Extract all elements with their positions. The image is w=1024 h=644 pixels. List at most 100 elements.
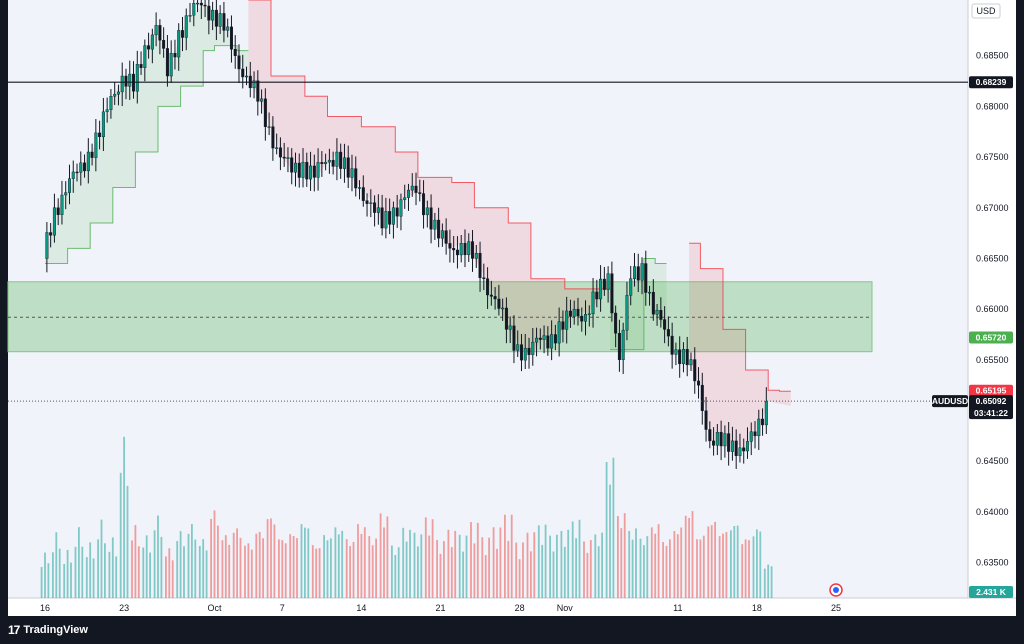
volume-bar bbox=[635, 528, 637, 598]
candle-body bbox=[177, 30, 181, 58]
candle-body bbox=[700, 384, 704, 411]
volume-bar bbox=[131, 540, 133, 598]
candle-body bbox=[358, 187, 362, 189]
price-tick-label: 0.63500 bbox=[976, 558, 1009, 568]
candle-body bbox=[120, 75, 124, 93]
volume-bar bbox=[470, 522, 472, 598]
candle-body bbox=[165, 48, 169, 77]
candle-body bbox=[139, 64, 143, 68]
volume-bar bbox=[160, 536, 163, 598]
volume-bar bbox=[571, 521, 574, 598]
volume-bar bbox=[756, 529, 758, 598]
volume-bar bbox=[391, 545, 393, 598]
volume-bar bbox=[334, 527, 337, 598]
volume-bar bbox=[718, 536, 721, 598]
volume-bar bbox=[194, 539, 197, 598]
volume-bar bbox=[439, 553, 442, 598]
supertrend-down-2-line bbox=[689, 242, 791, 392]
candle-body bbox=[354, 168, 358, 189]
supertrend-up-line bbox=[45, 45, 249, 265]
candle-body bbox=[749, 431, 753, 442]
price-axis[interactable] bbox=[968, 0, 1016, 598]
volume-bar bbox=[424, 517, 427, 598]
volume-bar bbox=[476, 522, 479, 598]
volume-bar bbox=[394, 555, 397, 598]
candle-body bbox=[267, 126, 271, 128]
demand-zone-layer bbox=[7, 281, 873, 353]
volume-bar bbox=[605, 462, 608, 598]
candle-body bbox=[192, 3, 196, 16]
candle-body bbox=[410, 185, 414, 191]
candle-body bbox=[651, 291, 655, 315]
volume-bar bbox=[244, 545, 246, 598]
candle-body bbox=[689, 359, 693, 366]
candle-body bbox=[124, 75, 128, 87]
volume-bar bbox=[210, 518, 212, 598]
volume-bar bbox=[165, 556, 167, 598]
volume-bar bbox=[643, 545, 645, 598]
volume-bar bbox=[239, 537, 242, 598]
volume-bar bbox=[465, 535, 468, 598]
candle-body bbox=[342, 157, 346, 169]
candle-body bbox=[301, 161, 305, 178]
candle-body bbox=[565, 310, 569, 330]
volume-bar bbox=[499, 527, 502, 598]
candle-body bbox=[83, 162, 87, 172]
volume-bar bbox=[217, 525, 219, 598]
volume-bar bbox=[665, 545, 668, 598]
volume-bar bbox=[123, 436, 125, 598]
volume-bar bbox=[40, 566, 43, 598]
volume-bar bbox=[119, 472, 122, 598]
candle-body bbox=[271, 126, 275, 149]
candle-body bbox=[207, 5, 211, 21]
candle-body bbox=[504, 307, 508, 330]
price-tick-label: 0.66000 bbox=[976, 304, 1009, 314]
tradingview-mark-icon: 17 bbox=[8, 623, 20, 637]
volume-bar bbox=[368, 536, 371, 598]
candle-body bbox=[459, 243, 463, 256]
volume-bar bbox=[770, 566, 773, 598]
candle-body bbox=[376, 207, 380, 213]
level-lines-layer bbox=[8, 81, 968, 402]
volume-bar bbox=[205, 550, 208, 598]
volume-bar bbox=[714, 521, 716, 598]
candle-body bbox=[455, 249, 459, 256]
candle-body bbox=[316, 162, 320, 178]
volume-bar bbox=[307, 528, 310, 598]
candle-body bbox=[640, 263, 644, 281]
time-axis[interactable] bbox=[8, 598, 1016, 616]
candle-body bbox=[693, 359, 697, 382]
volume-bar bbox=[97, 539, 99, 598]
volume-bar bbox=[78, 527, 80, 598]
candle-body bbox=[764, 401, 768, 426]
candle-body bbox=[568, 310, 572, 317]
candle-body bbox=[580, 315, 584, 322]
candle-body bbox=[542, 335, 546, 340]
candle-body bbox=[584, 314, 588, 322]
currency-box[interactable] bbox=[971, 3, 1001, 19]
volume-bar bbox=[66, 549, 69, 598]
candle-body bbox=[414, 185, 418, 193]
volume-bar bbox=[631, 539, 634, 598]
volume-bar bbox=[168, 548, 171, 598]
volume-bar bbox=[563, 546, 566, 598]
price-axis-labels: 0.68500 0.68000 0.67500 0.67000 0.66500 0.660… bbox=[976, 51, 1009, 568]
volume-bar bbox=[111, 537, 114, 598]
candle-body bbox=[180, 30, 184, 38]
volume-bar bbox=[767, 564, 770, 598]
candle-body bbox=[282, 156, 286, 159]
candle-body bbox=[734, 440, 738, 456]
candle-body bbox=[324, 161, 328, 164]
currency-label: USD bbox=[976, 6, 996, 16]
price-tag-bg bbox=[969, 384, 1013, 397]
volume-bar bbox=[85, 557, 88, 598]
economic-event-icon[interactable] bbox=[829, 583, 843, 597]
candle-body bbox=[444, 230, 448, 244]
tradingview-logo[interactable]: 17 TradingView bbox=[8, 623, 88, 637]
candle-body bbox=[471, 241, 475, 259]
candle-body bbox=[493, 296, 497, 300]
candle-body bbox=[614, 312, 618, 334]
volume-bar bbox=[337, 534, 340, 598]
volume-bar bbox=[688, 517, 690, 598]
